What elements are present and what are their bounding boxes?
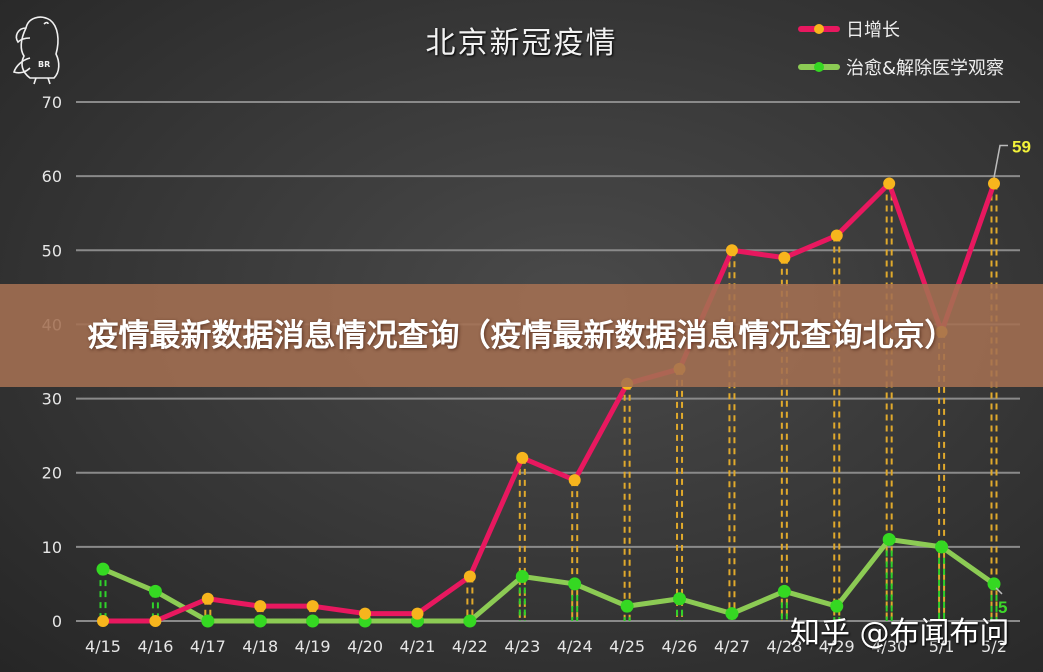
legend-swatch-daily-new-icon — [796, 22, 842, 36]
data-point[interactable] — [987, 577, 1001, 591]
x-tick-label: 4/24 — [557, 637, 593, 656]
x-tick-label: 4/28 — [766, 637, 802, 656]
data-point[interactable] — [935, 540, 949, 554]
data-point[interactable] — [96, 562, 110, 576]
leader-line — [993, 144, 1008, 178]
y-tick-label: 0 — [52, 612, 62, 631]
x-tick-label: 5/1 — [929, 637, 955, 656]
x-tick-label: 4/18 — [242, 637, 278, 656]
x-tick-label: 5/2 — [981, 637, 1007, 656]
x-tick-label: 4/25 — [609, 637, 645, 656]
chart-legend: 日增长 治愈&解除医学观察 — [796, 10, 1004, 86]
data-point[interactable] — [777, 584, 791, 598]
x-tick-label: 4/30 — [871, 637, 907, 656]
data-point[interactable] — [515, 570, 529, 584]
data-point[interactable] — [883, 177, 896, 190]
data-point[interactable] — [830, 599, 844, 613]
y-tick-label: 50 — [42, 241, 62, 260]
data-point[interactable] — [148, 584, 162, 598]
data-point[interactable] — [568, 577, 582, 591]
parrot-logo-icon: BR — [12, 16, 60, 85]
x-tick-label: 4/22 — [452, 637, 488, 656]
x-tick-label: 4/23 — [504, 637, 540, 656]
series-line — [102, 536, 996, 624]
data-label-peak: 59 — [1012, 138, 1031, 157]
data-point[interactable] — [673, 592, 687, 606]
data-point[interactable] — [463, 614, 477, 628]
legend-item-daily-new[interactable]: 日增长 — [796, 10, 1004, 48]
y-tick-label: 10 — [42, 538, 62, 557]
watermark: 知乎 @布闻布问 — [790, 616, 1010, 651]
y-tick-label: 30 — [42, 390, 62, 409]
data-point[interactable] — [725, 244, 738, 257]
data-point[interactable] — [306, 614, 320, 628]
legend-swatch-recovered-icon — [796, 60, 842, 74]
data-point[interactable] — [253, 614, 267, 628]
x-tick-label: 4/19 — [295, 637, 331, 656]
data-point[interactable] — [97, 615, 109, 627]
legend-label: 日增长 — [846, 20, 900, 41]
headline-banner: 疫情最新数据消息情况查询（疫情最新数据消息情况查询北京） — [0, 284, 1043, 387]
x-tick-label: 4/20 — [347, 637, 383, 656]
svg-text:BR: BR — [38, 60, 50, 69]
data-label-recovered: 5 — [998, 598, 1007, 617]
data-point[interactable] — [568, 474, 581, 487]
series-line — [103, 181, 997, 624]
x-tick-label: 4/27 — [714, 637, 750, 656]
data-point[interactable] — [882, 532, 896, 546]
data-point[interactable] — [201, 592, 214, 605]
y-tick-label: 60 — [42, 167, 62, 186]
data-point[interactable] — [359, 607, 372, 620]
data-point[interactable] — [988, 177, 1000, 190]
data-point[interactable] — [411, 607, 424, 620]
x-tick-label: 4/21 — [400, 637, 436, 656]
leader-line — [995, 587, 1003, 595]
data-point[interactable] — [830, 229, 843, 242]
x-tick-label: 4/16 — [137, 637, 173, 656]
legend-item-recovered[interactable]: 治愈&解除医学观察 — [796, 48, 1004, 86]
y-tick-label: 20 — [42, 464, 62, 483]
y-tick-label: 70 — [42, 93, 62, 112]
headline-text: 疫情最新数据消息情况查询（疫情最新数据消息情况查询北京） — [87, 317, 956, 354]
data-point[interactable] — [254, 600, 267, 613]
data-point[interactable] — [778, 251, 791, 264]
legend-label: 治愈&解除医学观察 — [846, 58, 1005, 79]
chart-title: 北京新冠疫情 — [425, 26, 618, 61]
data-point[interactable] — [463, 570, 476, 583]
x-tick-label: 4/29 — [819, 637, 855, 656]
data-point[interactable] — [620, 599, 634, 613]
x-tick-label: 4/15 — [85, 637, 121, 656]
data-point[interactable] — [725, 607, 739, 621]
data-point[interactable] — [149, 615, 162, 627]
data-point[interactable] — [516, 451, 529, 464]
data-point[interactable] — [306, 600, 319, 613]
x-tick-label: 4/17 — [190, 637, 226, 656]
x-tick-label: 4/26 — [662, 637, 698, 656]
data-point[interactable] — [201, 614, 215, 628]
